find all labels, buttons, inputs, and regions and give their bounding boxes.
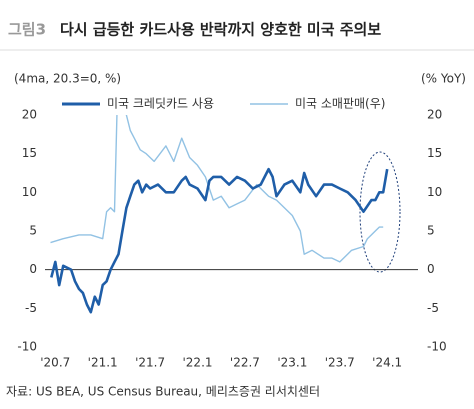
x-tick-label: '22.1 bbox=[183, 356, 213, 370]
y-tick-label: 20 bbox=[22, 108, 37, 122]
x-tick-label: '20.7 bbox=[40, 356, 70, 370]
y2-tick-label: 10 bbox=[427, 185, 442, 199]
y-tick-label: 15 bbox=[22, 146, 37, 160]
y-tick-label: 10 bbox=[22, 185, 37, 199]
plot-area bbox=[50, 115, 389, 314]
figure-label: 그림3 bbox=[8, 21, 46, 39]
y2-tick-label: 20 bbox=[427, 108, 442, 122]
y2-tick-label: 15 bbox=[427, 146, 442, 160]
y-tick-label: 0 bbox=[29, 262, 37, 276]
y2-tick-label: 5 bbox=[427, 224, 435, 238]
series-line bbox=[50, 115, 384, 263]
y-tick-label: -5 bbox=[25, 301, 37, 315]
legend-label: 미국 소매판매(우) bbox=[295, 97, 385, 111]
x-tick-label: '21.7 bbox=[135, 356, 165, 370]
legend-label: 미국 크레딧카드 사용 bbox=[107, 97, 214, 111]
x-tick-label: '23.7 bbox=[325, 356, 355, 370]
y2-tick-label: 0 bbox=[427, 262, 435, 276]
y2-tick-label: -10 bbox=[427, 340, 447, 354]
chart-title: 다시 급등한 카드사용 반락까지 양호한 미국 주의보 bbox=[60, 21, 381, 39]
y2-unit: (% YoY) bbox=[421, 72, 466, 86]
series-line bbox=[50, 167, 389, 314]
x-tick-label: '23.1 bbox=[277, 356, 307, 370]
y-unit: (4ma, 20.3=0, %) bbox=[14, 72, 121, 86]
x-tick-label: '22.7 bbox=[230, 356, 260, 370]
y-tick-label: 5 bbox=[29, 224, 37, 238]
y2-tick-label: -5 bbox=[427, 301, 439, 315]
highlight-ellipse bbox=[359, 151, 401, 273]
source: 자료: US BEA, US Census Bureau, 메리츠증권 리서치센… bbox=[6, 385, 320, 399]
y-tick-label: -10 bbox=[17, 340, 37, 354]
x-tick-label: '24.1 bbox=[372, 356, 402, 370]
x-tick-label: '21.1 bbox=[88, 356, 118, 370]
